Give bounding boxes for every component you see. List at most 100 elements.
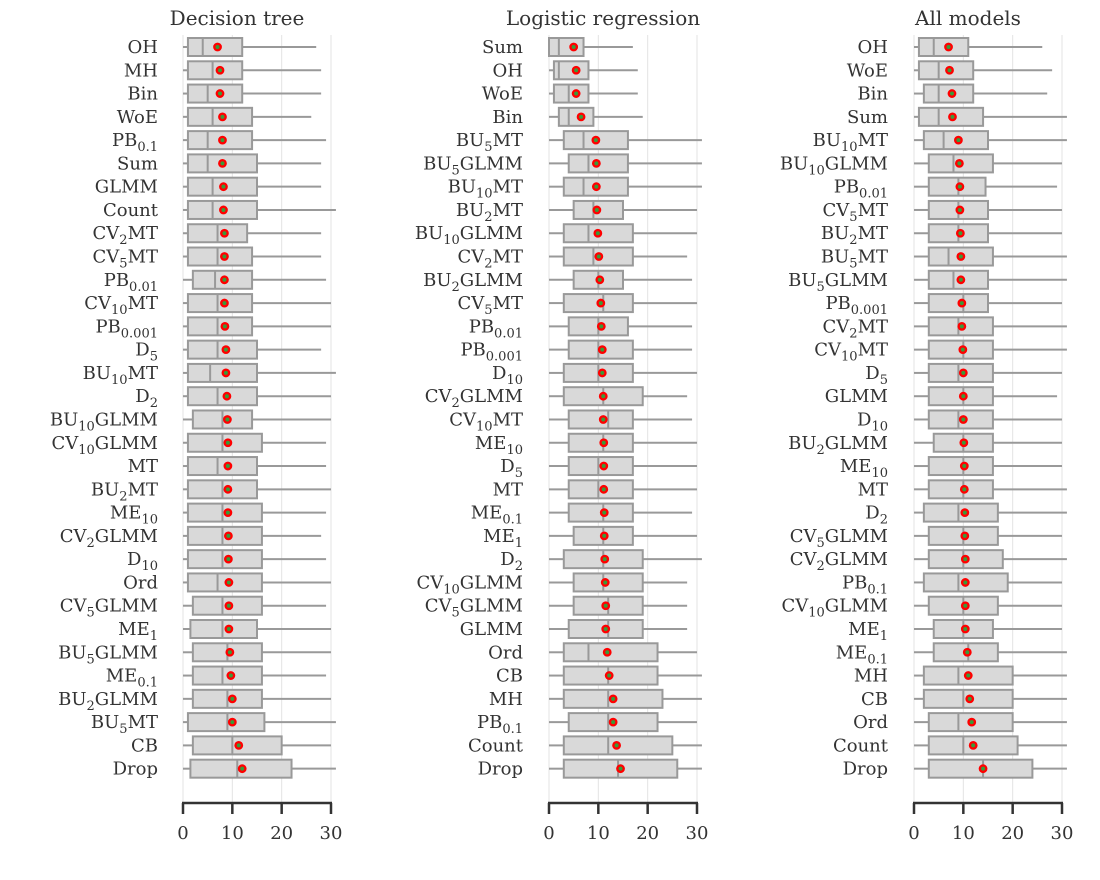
mean-marker bbox=[571, 65, 581, 75]
mean-marker bbox=[600, 554, 610, 564]
row-label-main: BU bbox=[91, 712, 119, 733]
box-row: PB0.01 bbox=[104, 269, 327, 295]
mean-marker bbox=[219, 205, 228, 215]
row-label-main: Bin bbox=[857, 84, 888, 105]
x-tick-label: 10 bbox=[221, 823, 244, 844]
mean-marker bbox=[608, 694, 618, 704]
box-row: WoE bbox=[847, 60, 1053, 81]
row-label-main: ME bbox=[106, 666, 138, 687]
row-label-suffix: MT bbox=[128, 479, 158, 500]
row-label-subscript: 2 bbox=[484, 257, 492, 272]
mean-marker bbox=[223, 484, 233, 494]
mean-marker bbox=[957, 321, 967, 331]
box bbox=[557, 106, 595, 127]
row-label-main: CV bbox=[458, 293, 486, 314]
box-row: CV10MT bbox=[814, 339, 1067, 365]
row-label-suffix: MT bbox=[858, 340, 888, 361]
box-row: BU2MT bbox=[456, 199, 697, 225]
row-label-main: D bbox=[865, 503, 879, 524]
row-label: BU2GLMM bbox=[788, 433, 888, 458]
row-label-suffix: MT bbox=[493, 200, 523, 221]
row-label-subscript: 2 bbox=[817, 443, 825, 458]
mean-marker bbox=[601, 601, 611, 611]
row-label: Ord bbox=[853, 712, 888, 733]
row-label-suffix: GLMM bbox=[95, 642, 158, 663]
row-label-suffix: GLMM bbox=[825, 596, 888, 617]
mean-marker bbox=[224, 601, 234, 611]
mean-marker bbox=[960, 624, 970, 634]
row-label: CV5MT bbox=[823, 200, 889, 225]
mean-marker bbox=[967, 717, 977, 727]
box-row: CB bbox=[496, 665, 702, 687]
row-label-suffix: MT bbox=[493, 247, 523, 268]
row-label: PB0.1 bbox=[112, 130, 158, 155]
box-row: BU2MT bbox=[91, 479, 331, 504]
box-row: ME1 bbox=[848, 619, 1062, 644]
row-label-subscript: 1 bbox=[880, 629, 888, 644]
row-label-main: Ord bbox=[488, 642, 523, 663]
box-row: Count bbox=[103, 199, 336, 221]
mean-marker bbox=[958, 415, 968, 424]
row-label: CV10GLMM bbox=[781, 596, 888, 621]
row-label-suffix: GLMM bbox=[95, 526, 158, 547]
x-tick-label: 10 bbox=[952, 823, 975, 844]
row-label-main: Count bbox=[833, 735, 889, 756]
row-label-subscript: 2 bbox=[452, 280, 460, 295]
box-row: CV10GLMM bbox=[781, 595, 1062, 621]
mean-marker bbox=[218, 112, 227, 122]
row-label: CB bbox=[131, 735, 158, 756]
row-label-main: ME bbox=[110, 503, 142, 524]
box-row: ME1 bbox=[483, 525, 697, 551]
row-label-main: CV bbox=[449, 409, 477, 430]
row-label-main: BU bbox=[50, 409, 78, 430]
row-label-main: OH bbox=[858, 37, 888, 58]
box-row: GLMM bbox=[460, 619, 688, 640]
row-label-main: BU bbox=[423, 270, 451, 291]
row-label-subscript: 5 bbox=[87, 606, 95, 621]
row-label-subscript: 10 bbox=[841, 140, 858, 155]
row-label-main: PB bbox=[825, 293, 850, 314]
row-label: BU5MT bbox=[821, 247, 888, 272]
row-label: PB0.001 bbox=[825, 293, 888, 318]
row-label-subscript: 0.1 bbox=[867, 652, 888, 667]
row-label: OH bbox=[493, 60, 523, 81]
box-row: CV5GLMM bbox=[60, 595, 327, 621]
row-label-main: ME bbox=[475, 433, 507, 454]
row-label: BU5GLMM bbox=[788, 270, 888, 295]
box-row: GLMM bbox=[95, 176, 322, 198]
row-label-main: BU bbox=[448, 177, 476, 198]
row-label-main: BU bbox=[456, 130, 484, 151]
row-label: GLMM bbox=[95, 177, 158, 198]
box-row: ME10 bbox=[840, 456, 1062, 481]
row-label: Bin bbox=[127, 84, 158, 105]
row-label-subscript: 10 bbox=[506, 443, 523, 458]
row-label-suffix: MT bbox=[128, 293, 158, 314]
row-label: CV2GLMM bbox=[60, 526, 158, 551]
box-row: BU5MT bbox=[91, 712, 336, 737]
row-label-main: GLMM bbox=[825, 386, 888, 407]
row-label: OH bbox=[128, 37, 158, 58]
x-tick-label: 0 bbox=[177, 823, 188, 844]
box-row: Ord bbox=[488, 642, 697, 663]
row-label-main: Count bbox=[468, 735, 524, 756]
row-label-subscript: 10 bbox=[476, 419, 493, 434]
row-label-subscript: 2 bbox=[880, 513, 888, 528]
mean-marker bbox=[599, 531, 609, 541]
row-label-main: ME bbox=[848, 619, 880, 640]
x-tick-label: 10 bbox=[587, 823, 610, 844]
row-label: BU10GLMM bbox=[50, 409, 158, 434]
row-label: CV10MT bbox=[814, 340, 888, 365]
row-label-main: CB bbox=[861, 689, 888, 710]
row-label-subscript: 0.001 bbox=[121, 326, 158, 341]
mean-marker bbox=[223, 438, 233, 448]
mean-marker bbox=[955, 228, 965, 238]
mean-marker bbox=[600, 578, 610, 587]
row-label: BU5GLMM bbox=[423, 153, 523, 178]
box-row: PB0.1 bbox=[477, 712, 697, 737]
mean-marker bbox=[957, 298, 967, 308]
box-row: BU2MT bbox=[821, 223, 1062, 248]
row-label-main: Bin bbox=[492, 107, 523, 128]
mean-marker bbox=[954, 135, 963, 145]
row-label-main: CV bbox=[790, 549, 818, 570]
row-label-main: Drop bbox=[113, 759, 158, 780]
